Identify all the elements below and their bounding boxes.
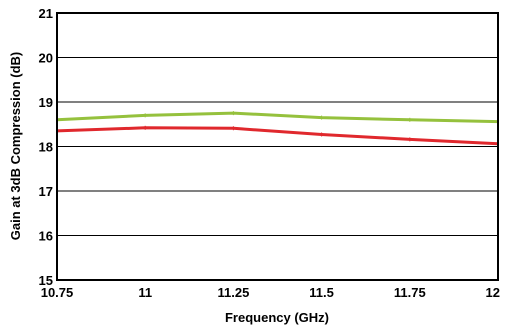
y-tick-labels: 15 16 17 18 19 20 21 [39,6,53,288]
x-tick-label: 11 [138,285,152,300]
y-tick-label: 16 [39,229,53,244]
y-tick-label: 18 [39,140,53,155]
x-tick-label: 12 [486,285,500,300]
y-tick-label: 20 [39,51,53,66]
plot-frame [56,12,499,281]
y-tick-label: 15 [39,273,53,288]
x-axis-title: Frequency (GHz) [225,310,329,325]
y-tick-label: 21 [39,6,53,21]
x-tick-label: 11.5 [309,285,334,300]
x-tick-label: 10.75 [41,285,74,300]
series-line-1 [56,126,499,146]
x-tick-labels: 10.75 11 11.25 11.5 11.75 12 [41,285,500,300]
y-tick-label: 19 [39,95,53,110]
x-tick-label: 11.25 [217,285,249,300]
x-tick-label: 11.75 [394,285,426,300]
series-line-0 [56,111,499,124]
y-tick-label: 17 [39,184,53,199]
y-axis-title: Gain at 3dB Compression (dB) [8,52,23,241]
